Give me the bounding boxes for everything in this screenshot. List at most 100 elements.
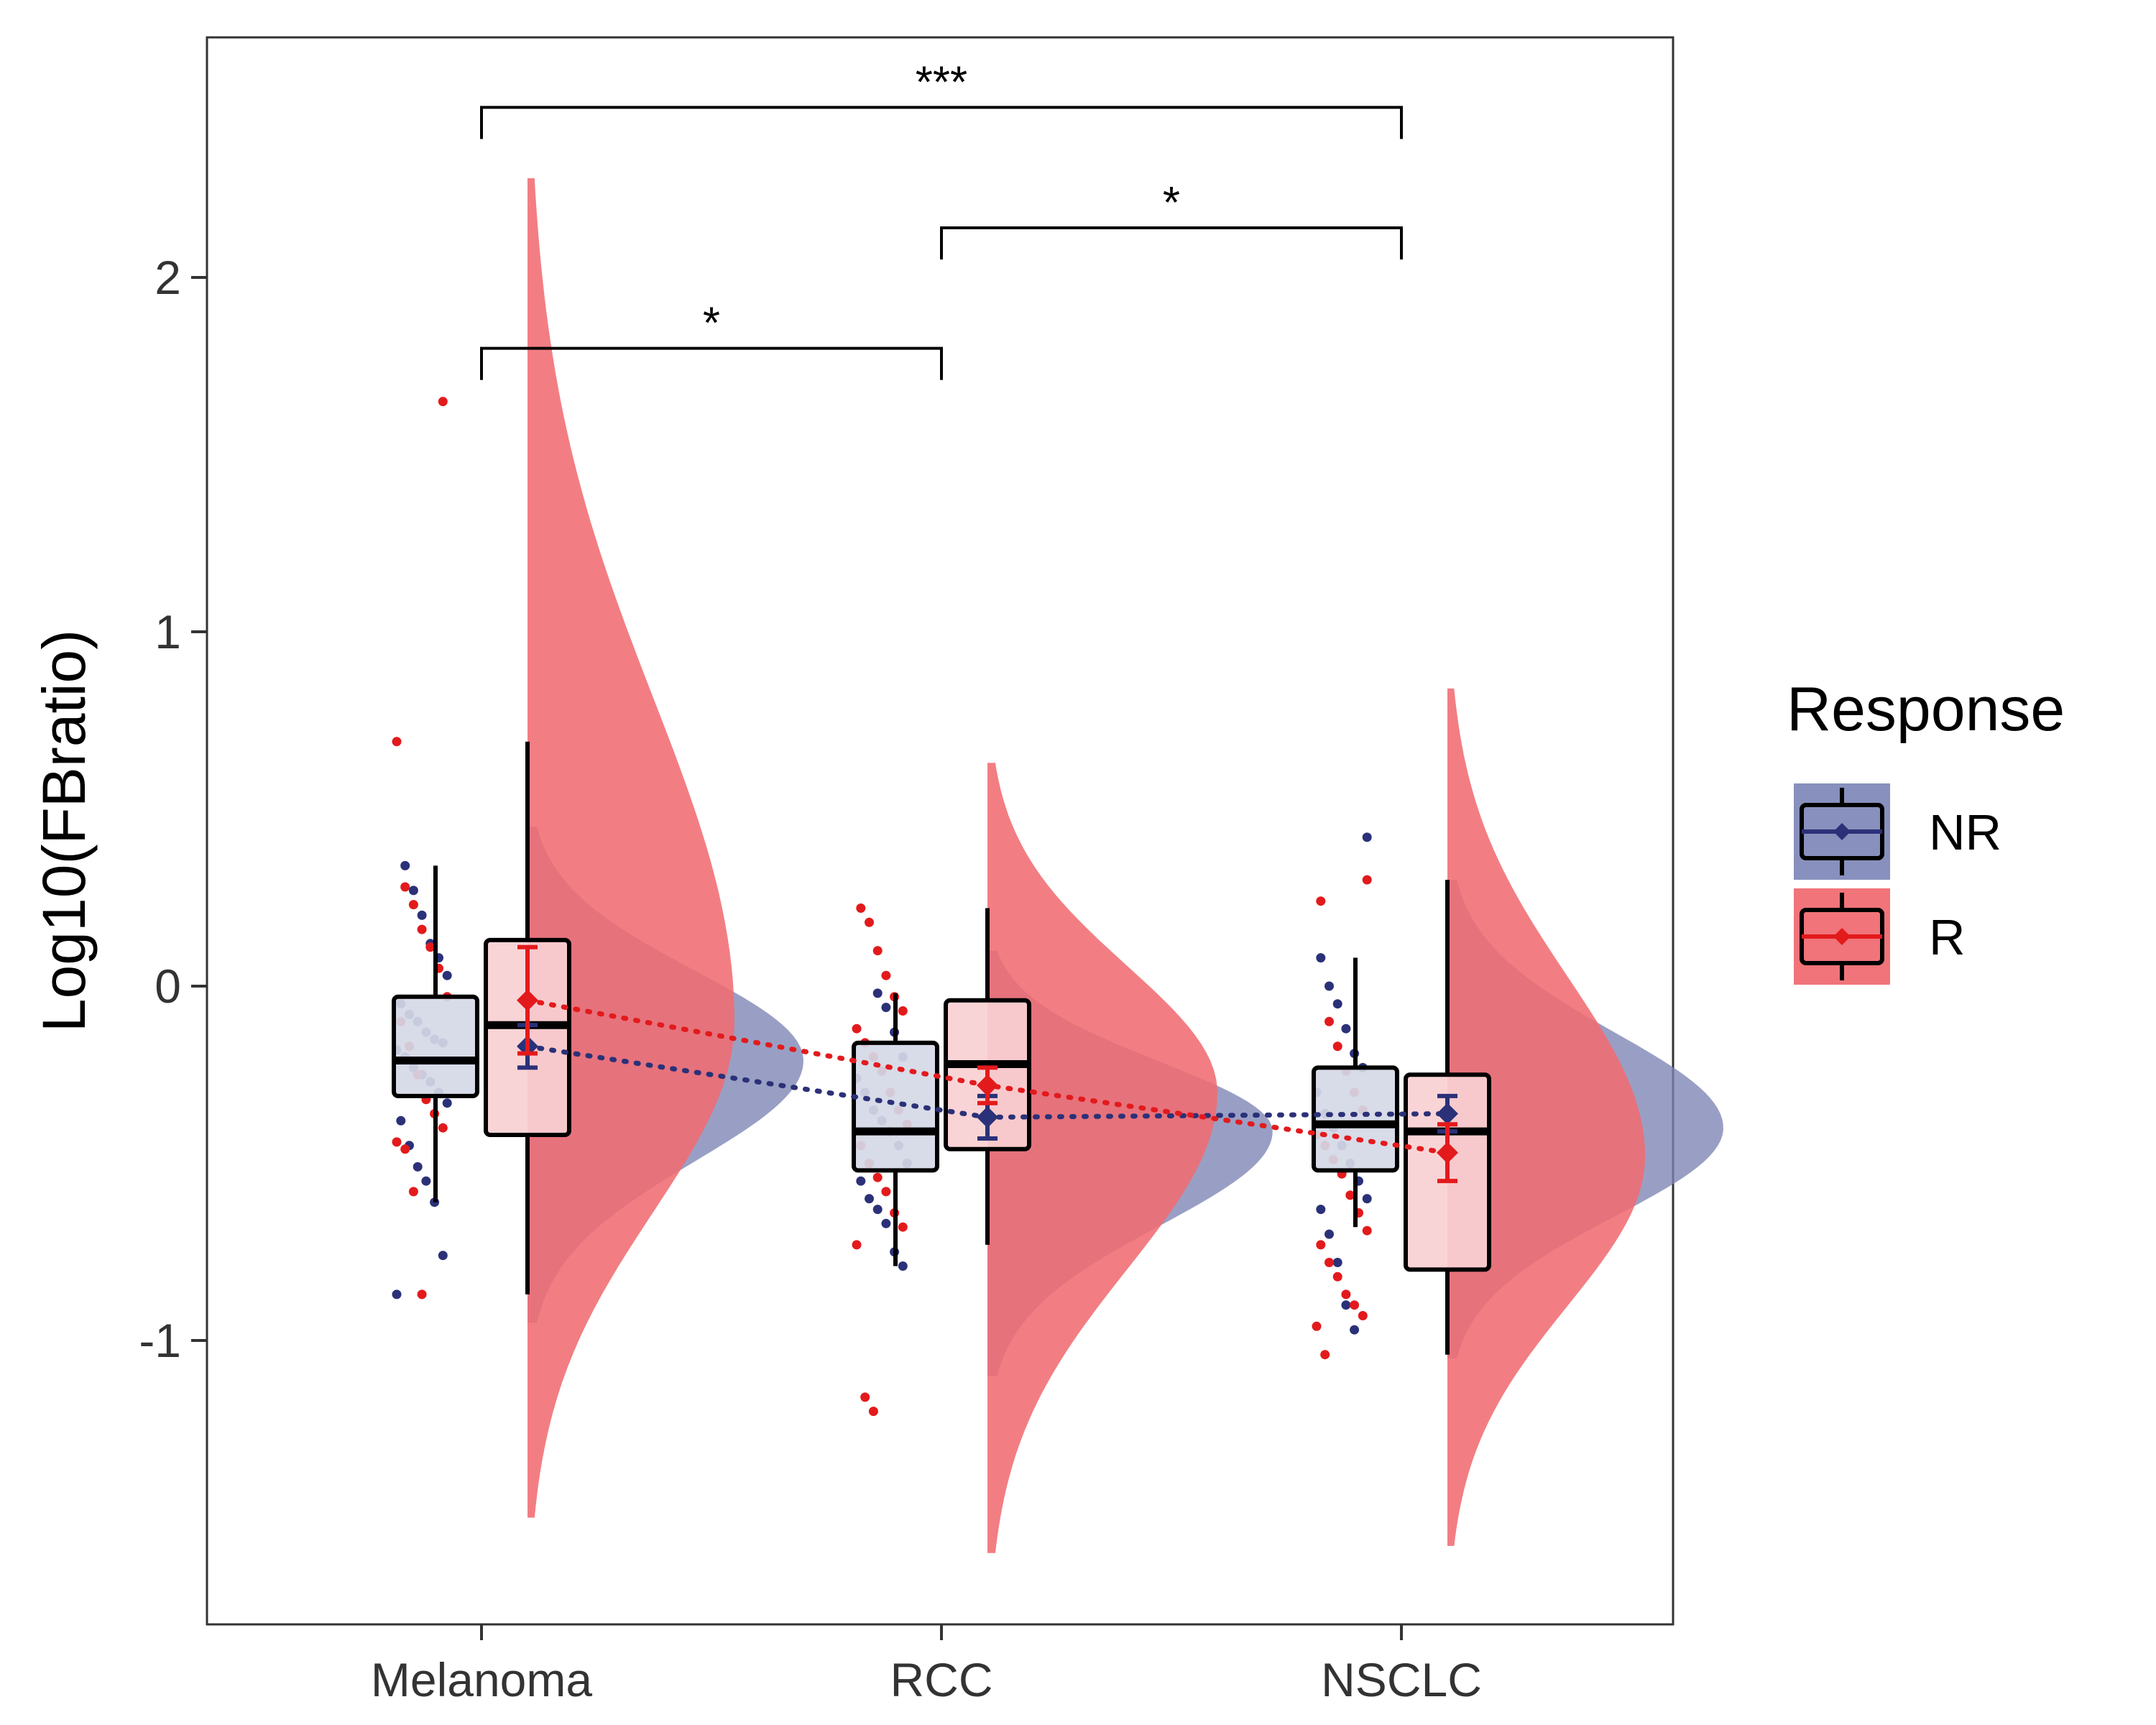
mean-marker-r-rcc [977, 1065, 998, 1105]
significance-bracket: * [480, 299, 943, 380]
point-r [898, 1006, 908, 1016]
y-tick-label: 0 [155, 960, 181, 1013]
density-r-rcc [987, 763, 1217, 1553]
box-body [392, 994, 479, 1098]
point-r [852, 1024, 862, 1034]
point-r [438, 397, 448, 407]
point-r [400, 882, 410, 892]
mean-marker-r-nsclc [1437, 1122, 1458, 1184]
point-nr [392, 1289, 402, 1300]
box-body [1312, 1065, 1399, 1173]
bracket-line [480, 106, 1403, 139]
point-nr [872, 988, 883, 998]
point-r [881, 970, 891, 980]
point-r [865, 917, 874, 927]
points-layer [392, 397, 1372, 1417]
point-r [1316, 896, 1326, 906]
point-r [1325, 1016, 1334, 1026]
point-r [868, 1407, 878, 1417]
point-r [1332, 1271, 1342, 1282]
significance-label: * [703, 299, 720, 349]
y-tick-label: 2 [155, 251, 181, 304]
point-nr [898, 1261, 908, 1271]
point-nr [881, 1003, 891, 1013]
point-nr [1362, 832, 1372, 842]
point-r [408, 1187, 418, 1197]
point-r [1332, 1041, 1342, 1052]
significance-label: * [1163, 178, 1180, 228]
axes-layer: -1 0 1 2 Melanoma RCC NSCLC [139, 251, 1482, 1706]
point-r [425, 942, 436, 952]
significance-label: *** [916, 58, 967, 107]
point-r [408, 900, 418, 910]
mean-diamond [977, 1106, 998, 1128]
significance-bracket: *** [480, 58, 1403, 139]
legend-label: NR [1929, 804, 2001, 860]
box-nr-nsclc [1312, 957, 1399, 1228]
point-r [881, 1187, 891, 1197]
point-nr [865, 1194, 874, 1204]
plot-panel [206, 36, 1674, 1626]
point-nr [421, 1176, 431, 1186]
point-nr [396, 1116, 406, 1126]
point-r [860, 1392, 870, 1402]
point-r [872, 946, 883, 956]
point-r [1345, 1190, 1355, 1200]
point-r [1312, 1321, 1322, 1331]
point-r [438, 1123, 448, 1133]
legend-title: Response [1787, 675, 2065, 744]
point-r [392, 1137, 402, 1147]
point-r [1362, 1225, 1372, 1236]
mean-diamond [517, 989, 538, 1011]
point-nr [408, 886, 418, 896]
density-layer [528, 178, 1723, 1553]
bracket-line [940, 226, 1403, 259]
point-r [898, 1222, 908, 1232]
point-r [1341, 1289, 1351, 1300]
mean-diamond [1437, 1103, 1458, 1125]
point-nr [1316, 1205, 1326, 1215]
point-nr [1325, 1229, 1334, 1239]
x-tick-label: Melanoma [371, 1653, 592, 1706]
point-r [392, 737, 402, 747]
mean-marker-nr-nsclc [1437, 1093, 1458, 1134]
point-r [417, 1289, 427, 1300]
point-nr [442, 1098, 452, 1108]
point-nr [1325, 981, 1334, 991]
y-axis-title: Log10(FBratio) [30, 630, 98, 1032]
box-body [852, 1040, 939, 1173]
point-nr [1341, 1024, 1351, 1034]
legend-label: R [1929, 909, 1966, 965]
point-nr [856, 1176, 866, 1186]
significance-layer: ***** [480, 58, 1403, 380]
means-layer [517, 944, 1458, 1184]
point-r [1320, 1350, 1330, 1360]
box-nr-melanoma [392, 865, 479, 1202]
point-r [1325, 1258, 1334, 1267]
point-r [400, 1144, 410, 1154]
point-r [872, 1172, 883, 1182]
point-nr [1316, 953, 1326, 963]
point-r [1316, 1240, 1326, 1250]
mean-diamond [1437, 1141, 1458, 1164]
point-nr [400, 860, 410, 870]
y-tick-label: -1 [139, 1314, 181, 1367]
mean-diamond [977, 1075, 998, 1097]
point-nr [413, 1162, 423, 1172]
point-nr [872, 1205, 883, 1215]
point-r [1362, 875, 1372, 885]
point-r [417, 924, 427, 934]
significance-bracket: * [940, 178, 1403, 259]
mean-marker-r-melanoma [517, 944, 538, 1056]
point-r [856, 903, 866, 913]
x-tick-label: NSCLC [1321, 1653, 1482, 1706]
density-r-nsclc [1447, 688, 1646, 1546]
point-nr [1341, 1300, 1351, 1310]
point-nr [1350, 1325, 1360, 1335]
legend: Response NR R [1787, 675, 2065, 985]
point-nr [438, 1251, 448, 1261]
bracket-line [480, 346, 943, 380]
legend-item-r: R [1794, 888, 1966, 985]
point-nr [881, 1218, 891, 1228]
